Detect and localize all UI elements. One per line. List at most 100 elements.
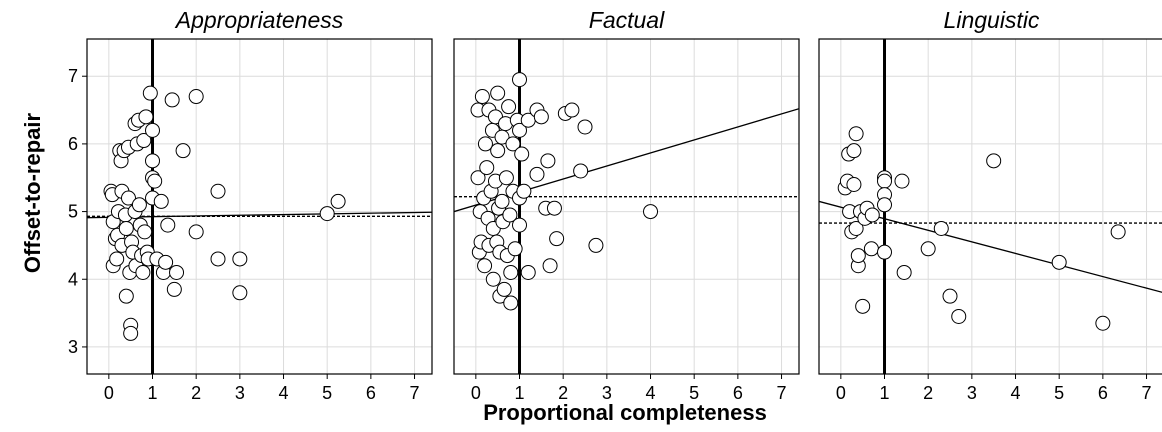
x-tick-label: 1 bbox=[879, 383, 889, 403]
data-point bbox=[175, 143, 191, 159]
data-point bbox=[477, 258, 493, 274]
data-point bbox=[512, 72, 528, 88]
data-point bbox=[1095, 315, 1111, 331]
plot-content bbox=[87, 39, 432, 374]
data-point bbox=[498, 170, 514, 186]
data-point bbox=[848, 126, 864, 142]
data-point bbox=[166, 281, 182, 297]
x-tick-label: 5 bbox=[689, 383, 699, 403]
data-point bbox=[153, 193, 169, 209]
data-point bbox=[507, 241, 523, 257]
x-tick-label: 6 bbox=[1098, 383, 1108, 403]
data-point bbox=[951, 308, 967, 324]
data-point bbox=[542, 258, 558, 274]
data-point bbox=[512, 217, 528, 233]
data-point bbox=[920, 241, 936, 257]
data-point bbox=[135, 264, 151, 280]
x-tick-label: 5 bbox=[322, 383, 332, 403]
panel-title: Factual bbox=[589, 7, 665, 33]
x-tick-label: 4 bbox=[1011, 383, 1021, 403]
data-point bbox=[933, 220, 949, 236]
data-point bbox=[848, 220, 864, 236]
data-point bbox=[147, 173, 163, 189]
data-point bbox=[877, 173, 893, 189]
data-point bbox=[136, 133, 152, 149]
data-point bbox=[158, 254, 174, 270]
x-tick-label: 0 bbox=[471, 383, 481, 403]
x-tick-label: 4 bbox=[279, 383, 289, 403]
data-point bbox=[232, 285, 248, 301]
x-tick-label: 1 bbox=[147, 383, 157, 403]
data-point bbox=[1110, 224, 1126, 240]
x-tick-label: 1 bbox=[514, 383, 524, 403]
data-point bbox=[138, 109, 154, 125]
data-point bbox=[319, 206, 335, 222]
y-tick-label: 7 bbox=[68, 66, 78, 86]
data-point bbox=[896, 264, 912, 280]
chart-panel: 0 1 2 3 4 5 6 7 3 4 5 6 7 Appropriateness bbox=[68, 7, 433, 403]
x-tick-label: 3 bbox=[967, 383, 977, 403]
data-point bbox=[160, 217, 176, 233]
x-tick-label: 6 bbox=[733, 383, 743, 403]
y-tick-label: 4 bbox=[68, 269, 78, 289]
y-tick-label: 3 bbox=[68, 337, 78, 357]
data-point bbox=[479, 160, 495, 176]
data-point bbox=[516, 183, 532, 199]
data-point bbox=[573, 163, 589, 179]
data-point bbox=[502, 207, 518, 223]
plot-content bbox=[819, 39, 1162, 374]
plot-frame bbox=[453, 38, 800, 375]
chart-panel: 0 1 2 3 4 5 6 7 Linguistic bbox=[818, 7, 1162, 403]
data-point bbox=[520, 264, 536, 280]
data-point bbox=[643, 204, 659, 220]
data-point bbox=[496, 281, 512, 297]
x-tick-label: 3 bbox=[602, 383, 612, 403]
data-point bbox=[188, 224, 204, 240]
data-point bbox=[564, 102, 580, 118]
data-point bbox=[330, 193, 346, 209]
x-tick-label: 7 bbox=[1142, 383, 1152, 403]
data-point bbox=[877, 244, 893, 260]
data-point bbox=[142, 85, 158, 101]
x-tick-label: 4 bbox=[646, 383, 656, 403]
data-point bbox=[546, 200, 562, 216]
data-point bbox=[503, 295, 519, 311]
data-point bbox=[942, 288, 958, 304]
data-point bbox=[588, 237, 604, 253]
data-point bbox=[485, 271, 501, 287]
data-point bbox=[514, 146, 530, 162]
data-point bbox=[846, 143, 862, 159]
data-point bbox=[477, 136, 493, 152]
data-point bbox=[1051, 254, 1067, 270]
data-point bbox=[986, 153, 1002, 169]
data-point bbox=[864, 207, 880, 223]
data-point bbox=[505, 136, 521, 152]
data-point bbox=[118, 220, 134, 236]
data-point bbox=[529, 166, 545, 182]
data-point bbox=[490, 143, 506, 159]
y-tick-label: 6 bbox=[68, 134, 78, 154]
data-point bbox=[494, 193, 510, 209]
x-tick-label: 2 bbox=[191, 383, 201, 403]
data-point bbox=[137, 224, 153, 240]
plot-frame bbox=[818, 38, 1162, 375]
plot-frame bbox=[86, 38, 433, 375]
x-tick-label: 7 bbox=[410, 383, 420, 403]
x-tick-label: 7 bbox=[777, 383, 787, 403]
data-point bbox=[894, 173, 910, 189]
x-tick-label: 2 bbox=[558, 383, 568, 403]
data-point bbox=[501, 99, 517, 115]
x-tick-label: 3 bbox=[235, 383, 245, 403]
data-point bbox=[169, 264, 185, 280]
data-point bbox=[131, 197, 147, 213]
y-tick-label: 5 bbox=[68, 202, 78, 222]
data-point bbox=[503, 264, 519, 280]
plot-background bbox=[454, 39, 799, 374]
y-axis-title: Offset-to-repair bbox=[20, 113, 45, 274]
x-tick-label: 0 bbox=[104, 383, 114, 403]
data-point bbox=[470, 170, 486, 186]
data-point bbox=[846, 177, 862, 193]
data-point bbox=[232, 251, 248, 267]
data-point bbox=[145, 153, 161, 169]
x-axis-title: Proportional completeness bbox=[483, 400, 767, 425]
